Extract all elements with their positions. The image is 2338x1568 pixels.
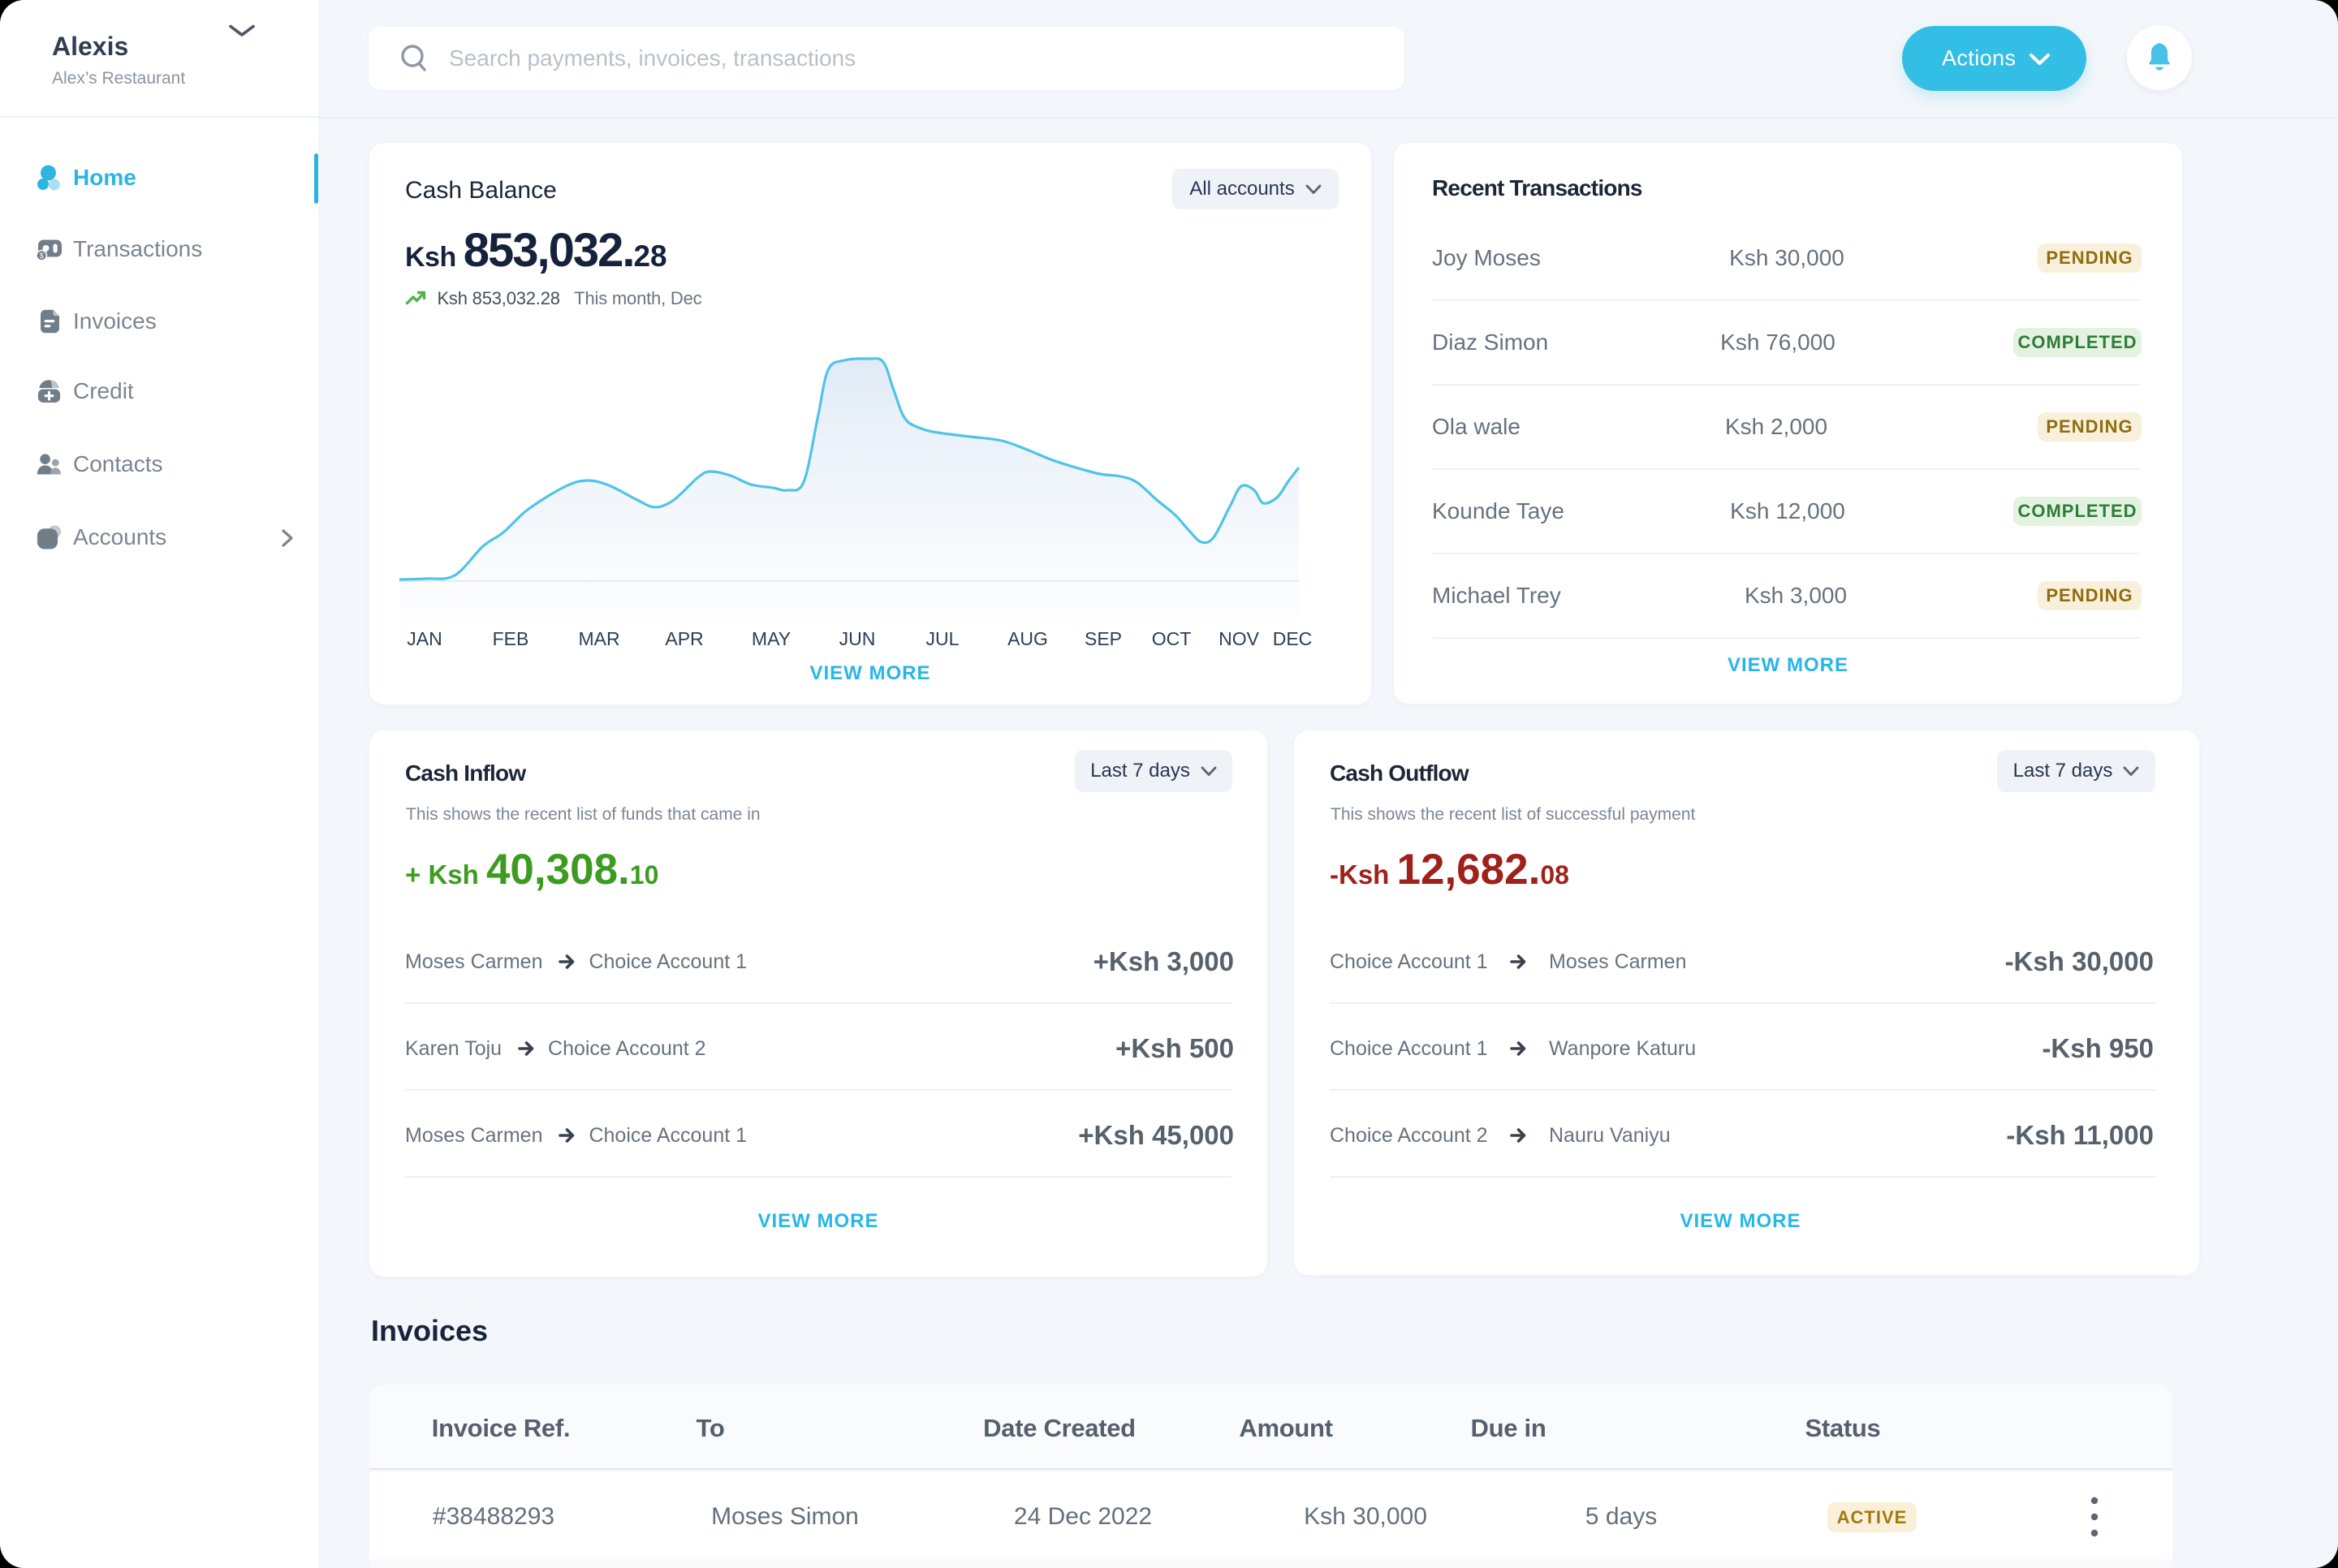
svg-text:$: $ <box>40 252 44 260</box>
